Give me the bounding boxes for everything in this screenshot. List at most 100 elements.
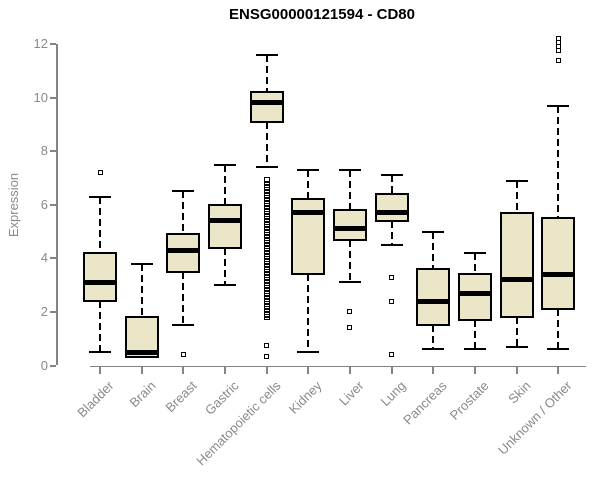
whisker-cap-lower: [422, 348, 445, 351]
y-axis-tick-label: 10: [33, 89, 48, 105]
whisker-upper: [140, 263, 143, 318]
whisker-upper: [473, 252, 476, 275]
median-line: [416, 298, 451, 304]
x-axis-tick: [390, 367, 393, 374]
whisker-cap-lower: [338, 281, 361, 284]
whisker-upper: [390, 175, 393, 195]
x-axis-tick: [265, 367, 268, 374]
x-axis-tick: [140, 367, 143, 374]
box-iqr: [83, 251, 117, 303]
whisker-lower: [515, 317, 518, 347]
whisker-lower: [348, 239, 351, 283]
median-line: [207, 218, 242, 224]
whisker-cap-upper: [89, 195, 111, 198]
whisker-cap-upper: [547, 104, 570, 107]
outlier-point: [389, 274, 395, 280]
whisker-upper: [515, 180, 518, 213]
whisker-cap-upper: [338, 168, 361, 171]
whisker-upper: [307, 169, 310, 200]
whisker-lower: [307, 274, 310, 353]
whisker-cap-lower: [89, 351, 111, 354]
x-axis-line: [90, 365, 586, 367]
x-axis-tick: [99, 367, 101, 374]
median-line: [374, 210, 409, 216]
y-axis-tick: [50, 257, 56, 260]
whisker-cap-lower: [172, 324, 195, 327]
whisker-lower: [182, 271, 185, 326]
whisker-lower: [390, 220, 393, 245]
x-axis-tick: [515, 367, 518, 374]
whisker-cap-lower: [547, 348, 570, 351]
whisker-upper: [265, 54, 268, 93]
whisker-cap-lower: [297, 351, 320, 354]
median-line: [291, 210, 326, 216]
box-iqr: [332, 209, 367, 241]
box-iqr: [541, 217, 576, 311]
whisker-cap-upper: [130, 262, 153, 265]
median-line: [499, 277, 534, 283]
y-axis-tick: [50, 310, 56, 313]
y-axis-tick-label: 0: [40, 357, 48, 373]
y-axis-tick-label: 2: [40, 303, 48, 319]
whisker-lower: [473, 319, 476, 350]
outlier-point: [389, 352, 395, 358]
y-axis-tick: [50, 150, 56, 153]
outlier-point: [347, 325, 353, 331]
outlier-point: [97, 170, 103, 176]
x-axis-tick: [182, 367, 185, 374]
box-iqr: [249, 91, 284, 123]
outlier-point: [264, 342, 270, 348]
box-iqr: [499, 211, 534, 319]
median-line: [457, 290, 492, 296]
chart-title: ENSG00000121594 - CD80: [229, 6, 415, 23]
x-axis-tick: [432, 367, 435, 374]
whisker-lower: [432, 325, 435, 350]
x-axis-tick: [223, 367, 226, 374]
box-iqr: [416, 268, 451, 327]
median-line: [249, 100, 284, 106]
median-line: [124, 349, 159, 355]
outlier-point: [180, 352, 186, 358]
whisker-upper: [223, 164, 226, 205]
median-line: [332, 226, 367, 232]
outlier-point: [555, 48, 561, 54]
y-axis-tick: [50, 43, 56, 46]
y-axis-tick: [50, 96, 56, 99]
median-line: [541, 271, 576, 277]
y-axis-tick: [50, 203, 56, 206]
whisker-cap-upper: [213, 163, 236, 166]
whisker-cap-upper: [380, 174, 403, 177]
whisker-cap-lower: [505, 345, 528, 348]
y-axis-line: [56, 44, 58, 366]
outlier-point: [389, 298, 395, 304]
x-axis-tick: [473, 367, 476, 374]
whisker-cap-lower: [380, 243, 403, 246]
box-iqr: [374, 193, 409, 222]
whisker-cap-upper: [505, 179, 528, 182]
x-axis-tick: [557, 367, 560, 374]
x-axis-tick: [348, 367, 351, 374]
whisker-upper: [432, 231, 435, 270]
x-axis-tick: [307, 367, 310, 374]
whisker-cap-upper: [172, 190, 195, 193]
y-axis-tick-label: 6: [40, 196, 48, 212]
whisker-cap-upper: [463, 251, 486, 254]
outlier-point: [555, 57, 561, 63]
whisker-cap-upper: [255, 53, 278, 56]
whisker-cap-upper: [297, 168, 320, 171]
y-axis-tick-label: 4: [40, 250, 48, 266]
y-axis-tick-label: 12: [33, 36, 48, 52]
outlier-point: [347, 309, 353, 315]
median-line: [166, 247, 201, 253]
box-iqr: [166, 233, 201, 273]
whisker-lower: [223, 247, 226, 286]
whisker-upper: [348, 169, 351, 211]
whisker-cap-lower: [463, 348, 486, 351]
box-iqr: [457, 273, 492, 321]
whisker-lower: [99, 301, 101, 353]
whisker-lower: [557, 309, 560, 350]
outlier-point: [264, 353, 270, 359]
whisker-cap-lower: [213, 284, 236, 287]
whisker-cap-lower: [255, 166, 278, 169]
